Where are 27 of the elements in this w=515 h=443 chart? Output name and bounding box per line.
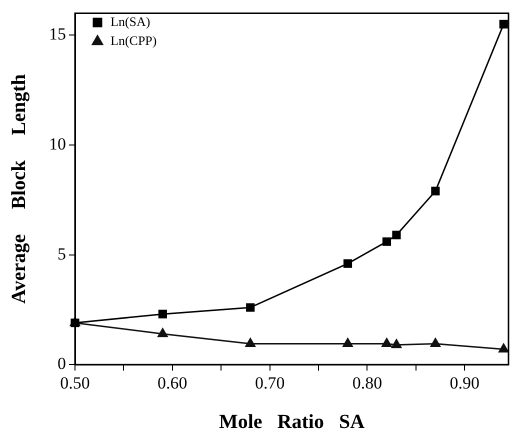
point	[343, 259, 352, 268]
point	[430, 338, 441, 347]
point	[431, 186, 440, 196]
point	[499, 20, 508, 28]
legend-label: Ln(CPP)	[110, 32, 157, 48]
point	[498, 343, 509, 352]
point	[382, 237, 392, 246]
x-tick-label: 0.50	[60, 373, 90, 392]
point	[245, 338, 256, 347]
point	[382, 338, 392, 347]
legend-label: Ln(SA)	[110, 14, 150, 29]
y-tick-label: 0	[58, 354, 66, 374]
point	[392, 230, 401, 240]
y-tick-label: 10	[49, 134, 66, 154]
x-tick-label: 0.90	[450, 373, 480, 392]
point	[342, 338, 353, 347]
point	[158, 328, 168, 338]
point	[391, 339, 402, 348]
x-axis-title: Mole Ratio SA	[218, 411, 366, 434]
y-tick-label: 15	[49, 24, 66, 44]
y-axis-title: Average Block Length	[8, 74, 30, 304]
x-tick-label: 0.80	[352, 373, 382, 392]
point	[246, 303, 255, 312]
x-tick-label: 0.60	[158, 373, 188, 392]
y-tick-label: 5	[58, 244, 66, 264]
x-tick-label: 0.70	[254, 373, 285, 392]
point	[158, 310, 167, 318]
